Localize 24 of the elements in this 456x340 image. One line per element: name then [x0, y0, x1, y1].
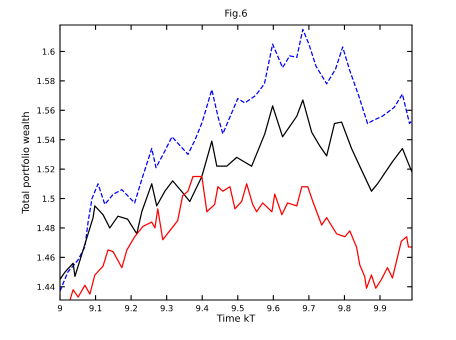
- y-tick-label: 1.5: [42, 196, 54, 202]
- line-series: [69, 176, 412, 300]
- y-tick-label: 1.54: [38, 136, 55, 143]
- y-tick-label: 1.48: [38, 224, 55, 232]
- x-tick-label: 9.9: [374, 305, 386, 312]
- x-tick-label: 9.3: [160, 305, 173, 312]
- x-tick-label: 9.2: [125, 305, 137, 312]
- x-tick-label: 9.1: [89, 305, 102, 312]
- chart-title: Fig.6: [225, 9, 247, 19]
- y-axis-title: Total portfolio wealth: [22, 112, 32, 214]
- y-tick-label: 1.6: [42, 48, 55, 55]
- y-tick-label: 1.52: [38, 166, 54, 172]
- line-series: [60, 28, 412, 292]
- y-tick-label: 1.44: [38, 284, 55, 290]
- x-tick-label: 9.5: [232, 305, 244, 312]
- x-tick-label: 9.7: [302, 305, 315, 312]
- x-tick-label: 9.4: [196, 305, 208, 312]
- x-tick-label: 9.8: [338, 305, 350, 312]
- y-tick-label: 1.56: [38, 107, 55, 114]
- x-tick-label: 9.6: [267, 305, 280, 312]
- x-axis-title: Time kT: [216, 314, 256, 322]
- y-tick-label: 1.46: [38, 254, 55, 261]
- x-tick-label: 9: [58, 305, 62, 312]
- y-tick-label: 1.58: [38, 78, 55, 84]
